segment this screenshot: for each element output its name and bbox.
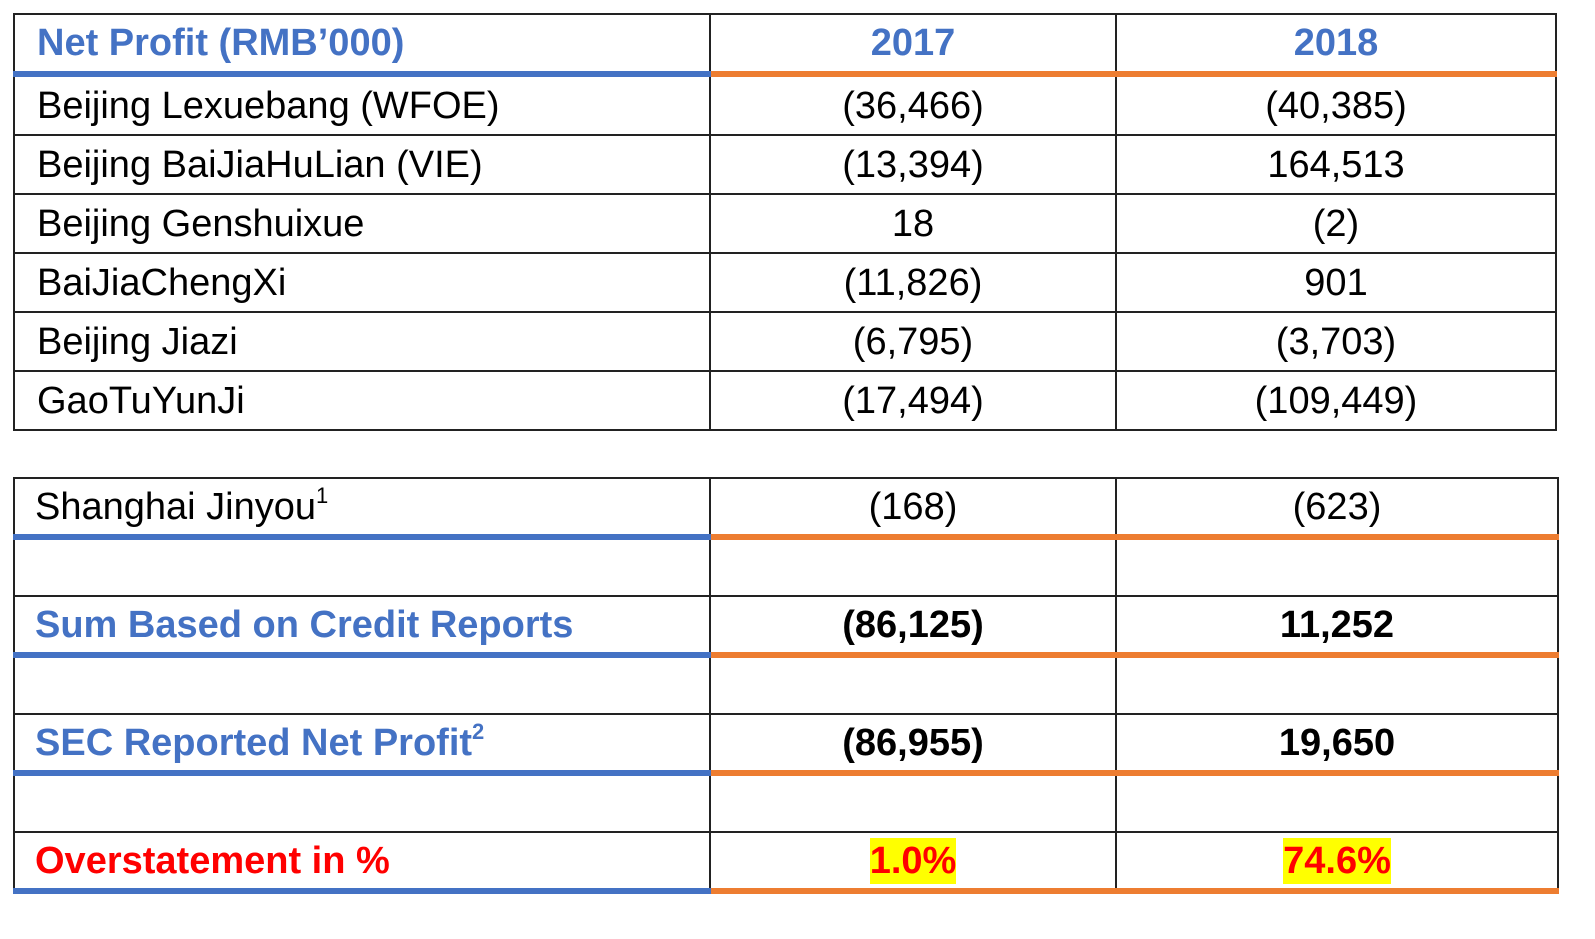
overstatement-cell-2018: 74.6% <box>1115 831 1559 894</box>
value-2017: (11,826) <box>709 252 1117 313</box>
entity-name: Shanghai Jinyou1 <box>13 477 711 540</box>
value-2017: 18 <box>709 193 1117 254</box>
spacer-row <box>13 654 1559 715</box>
sum-label: Sum Based on Credit Reports <box>13 595 711 658</box>
overstatement-row: Overstatement in % 1.0% 74.6% <box>13 831 1559 894</box>
empty-cell <box>1115 536 1559 597</box>
entity-name: Beijing Lexuebang (WFOE) <box>13 73 711 136</box>
entity-name: GaoTuYunJi <box>13 370 711 431</box>
value-2017: (17,494) <box>709 370 1117 431</box>
empty-cell <box>13 654 711 715</box>
footnote-marker-2: 2 <box>472 718 485 744</box>
sum-credit-reports-row: Sum Based on Credit Reports (86,125) 11,… <box>13 595 1559 658</box>
entity-name: Beijing Genshuixue <box>13 193 711 254</box>
empty-cell <box>1115 772 1559 833</box>
spacer-row <box>13 772 1559 833</box>
sum-value-2018: 11,252 <box>1115 595 1559 658</box>
entity-name: Beijing BaiJiaHuLian (VIE) <box>13 134 711 195</box>
value-2017: (13,394) <box>709 134 1117 195</box>
value-2017: (168) <box>709 477 1117 540</box>
header-year-2017: 2017 <box>709 13 1117 77</box>
sum-value-2017: (86,125) <box>709 595 1117 658</box>
empty-cell <box>1115 654 1559 715</box>
overstatement-value-2018: 74.6% <box>1283 837 1391 884</box>
net-profit-table: Net Profit (RMB’000) 2017 2018 Beijing L… <box>13 13 1557 431</box>
overstatement-label: Overstatement in % <box>13 831 711 894</box>
empty-cell <box>13 772 711 833</box>
table-row: Beijing Genshuixue 18 (2) <box>13 193 1557 254</box>
value-2018: 164,513 <box>1115 134 1557 195</box>
sec-value-2017: (86,955) <box>709 713 1117 776</box>
value-2018: (3,703) <box>1115 311 1557 372</box>
summary-table: Shanghai Jinyou1 (168) (623) Sum Based o… <box>13 477 1559 894</box>
header-label: Net Profit (RMB’000) <box>13 13 711 77</box>
table-row: Beijing Jiazi (6,795) (3,703) <box>13 311 1557 372</box>
table-row: GaoTuYunJi (17,494) (109,449) <box>13 370 1557 431</box>
empty-cell <box>13 536 711 597</box>
sec-label-cell: SEC Reported Net Profit2 <box>13 713 711 776</box>
entity-name: BaiJiaChengXi <box>13 252 711 313</box>
overstatement-value-2017: 1.0% <box>869 837 957 884</box>
value-2018: (623) <box>1115 477 1559 540</box>
value-2018: (2) <box>1115 193 1557 254</box>
empty-cell <box>709 654 1117 715</box>
jinyou-name: Shanghai Jinyou <box>35 485 316 528</box>
value-2018: (109,449) <box>1115 370 1557 431</box>
value-2017: (36,466) <box>709 73 1117 136</box>
header-year-2018: 2018 <box>1115 13 1557 77</box>
empty-cell <box>709 772 1117 833</box>
table-row: Beijing BaiJiaHuLian (VIE) (13,394) 164,… <box>13 134 1557 195</box>
value-2017: (6,795) <box>709 311 1117 372</box>
value-2018: (40,385) <box>1115 73 1557 136</box>
footnote-marker-1: 1 <box>316 482 329 508</box>
spacer-row <box>13 536 1559 597</box>
sec-reported-row: SEC Reported Net Profit2 (86,955) 19,650 <box>13 713 1559 776</box>
overstatement-cell-2017: 1.0% <box>709 831 1117 894</box>
value-2018: 901 <box>1115 252 1557 313</box>
table-row: BaiJiaChengXi (11,826) 901 <box>13 252 1557 313</box>
sec-value-2018: 19,650 <box>1115 713 1559 776</box>
shanghai-jinyou-row: Shanghai Jinyou1 (168) (623) <box>13 477 1559 540</box>
header-row: Net Profit (RMB’000) 2017 2018 <box>13 13 1557 77</box>
entity-name: Beijing Jiazi <box>13 311 711 372</box>
empty-cell <box>709 536 1117 597</box>
sec-label: SEC Reported Net Profit <box>35 721 473 764</box>
table-row: Beijing Lexuebang (WFOE) (36,466) (40,38… <box>13 73 1557 136</box>
